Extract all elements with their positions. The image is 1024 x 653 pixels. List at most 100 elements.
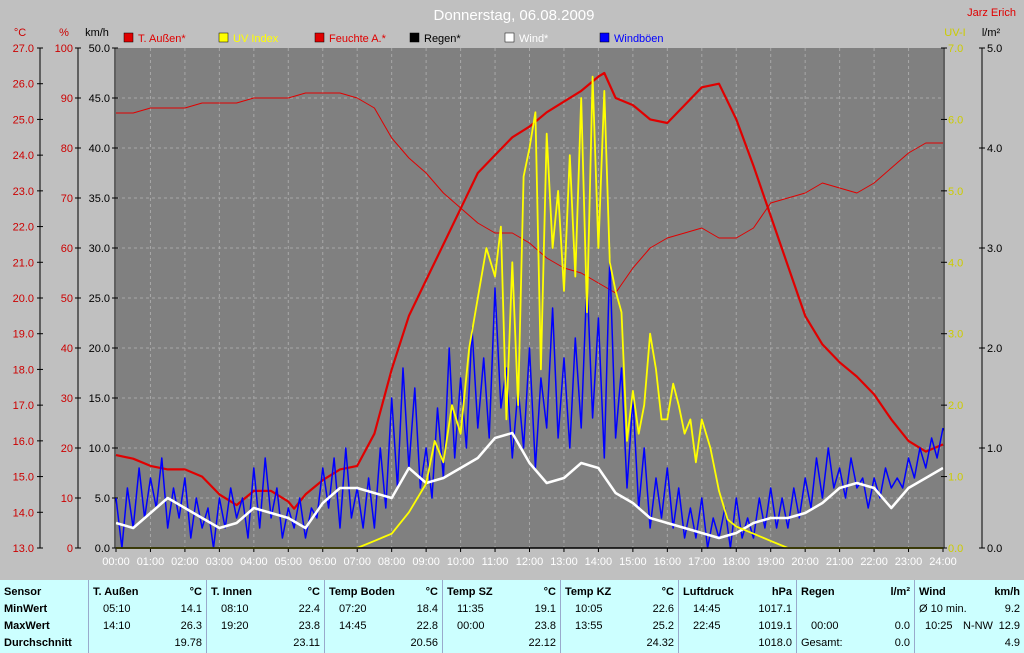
temperature-axis-tick-label: 20.0	[13, 293, 34, 305]
legend-swatch	[123, 32, 134, 43]
humidity-axis-tick-label: 100	[55, 43, 73, 55]
chart-author: Jarz Erich	[967, 7, 1016, 19]
stats-value: 22.8	[416, 620, 438, 632]
temperature-axis-tick-label: 19.0	[13, 329, 34, 341]
legend-label: Windböen	[614, 33, 664, 45]
legend-label: T. Außen*	[138, 33, 186, 45]
time-axis-tick-label: 20:00	[791, 556, 819, 568]
time-axis-tick-label: 19:00	[757, 556, 785, 568]
stats-value: 23.8	[298, 620, 320, 632]
chart-legend: T. Außen* UV Index Feuchte A.* Regen* Wind* W…	[123, 32, 664, 45]
stats-unit: °C	[189, 586, 202, 598]
stats-value: 20.56	[410, 637, 438, 649]
temperature-axis-tick-label: 21.0	[13, 257, 34, 269]
stats-value: 19.78	[174, 637, 202, 649]
stats-header: T. Außen	[93, 586, 139, 598]
wind-axis-tick-label: 35.0	[89, 193, 110, 205]
stats-value: 18.4	[416, 603, 438, 615]
stats-value: 0.0	[894, 620, 910, 632]
series-line	[116, 92, 943, 294]
temperature-axis-tick-label: 16.0	[13, 436, 34, 448]
stats-unit: °C	[307, 586, 320, 598]
stats-value: 1017.1	[758, 603, 792, 615]
stats-value: 9.2	[1004, 603, 1020, 615]
humidity-axis-tick-label: 70	[61, 193, 73, 205]
stats-time: 13:55	[575, 620, 603, 632]
time-axis-tick-label: 04:00	[240, 556, 268, 568]
stats-unit: km/h	[994, 586, 1020, 598]
stats-value: 22.4	[298, 603, 320, 615]
wind-axis: 0.0 5.0 10.0 15.0 20.0 25.0 30.0 35.0 40.0 45.0 50…	[85, 27, 118, 555]
humidity-axis-tick-label: 10	[61, 493, 73, 505]
temperature-axis-tick-label: 14.0	[13, 507, 34, 519]
series-line	[115, 431, 944, 540]
time-axis-tick-label: 00:00	[102, 556, 130, 568]
stats-time: 00:00	[457, 620, 485, 632]
series-line	[115, 257, 944, 549]
humidity-axis-tick-label: 60	[61, 243, 73, 255]
wind-axis-tick-label: 40.0	[89, 143, 110, 155]
uv-axis-tick-label: 6.0	[948, 114, 963, 126]
stats-time: 14:10	[103, 620, 131, 632]
stats-time: Gesamt:	[801, 637, 843, 649]
stats-time: 10:25	[925, 620, 953, 632]
stats-col-luftdruck: Luftdruck hPa 14:45 1017.1 22:45 1019.1 101…	[678, 580, 796, 653]
temperature-axis-tick-label: 23.0	[13, 186, 34, 198]
temperature-axis-tick-label: 17.0	[13, 400, 34, 412]
time-axis-tick-label: 23:00	[895, 556, 923, 568]
stats-time: 19:20	[221, 620, 249, 632]
chart-title: Donnerstag, 06.08.2009	[434, 7, 595, 24]
temperature-axis-tick-label: 24.0	[13, 150, 34, 162]
stats-time: 08:10	[221, 603, 249, 615]
stats-header: Regen	[801, 586, 835, 598]
stats-col-temp-sz: Temp SZ °C 11:35 19.1 00:00 23.8 22.12	[442, 580, 560, 653]
stats-unit: °C	[661, 586, 674, 598]
stats-value: 1019.1	[758, 620, 792, 632]
legend-label: UV Index	[233, 33, 279, 45]
humidity-axis-tick-label: 0	[67, 543, 73, 555]
stats-time: Ø 10 min.	[919, 603, 967, 615]
stats-unit: hPa	[771, 586, 792, 598]
time-axis-tick-label: 21:00	[826, 556, 854, 568]
legend-swatch	[409, 32, 420, 43]
humidity-axis: 0 10 20 30 40 50 60 70 80 90 100%	[55, 27, 81, 555]
wind-axis-tick-label: 0.0	[95, 543, 110, 555]
stats-time: 11:35	[457, 603, 484, 615]
temperature-axis-tick-label: 15.0	[13, 472, 34, 484]
stats-col-wind: Wind km/h Ø 10 min. 9.2 10:25 N-NW 12.9 4.9	[914, 580, 1024, 653]
time-axis-tick-label: 12:00	[516, 556, 544, 568]
stats-col-t-innen: T. Innen °C 08:10 22.4 19:20 23.8 23.11	[206, 580, 324, 653]
stats-value: 12.9	[998, 620, 1020, 632]
weather-chart: Donnerstag, 06.08.2009 Jarz Erich T. Auß…	[13, 7, 1016, 568]
uv-axis: 0.0 1.0 2.0 3.0 4.0 5.0 6.0 7.0 UV-I	[941, 27, 966, 555]
rain-axis-tick-label: 3.0	[987, 243, 1002, 255]
stats-value: 19.1	[534, 603, 556, 615]
wind-axis-tick-label: 25.0	[89, 293, 110, 305]
time-axis-tick-label: 13:00	[550, 556, 578, 568]
legend-label: Wind*	[519, 33, 549, 45]
temperature-axis-unit: °C	[14, 27, 26, 39]
stats-time: 10:05	[575, 603, 603, 615]
stats-header: Temp Boden	[329, 586, 395, 598]
time-axis-tick-label: 17:00	[688, 556, 716, 568]
temperature-axis-tick-label: 25.0	[13, 114, 34, 126]
stats-col-t-aussen: T. Außen °C 05:10 14.1 14:10 26.3 19.78	[88, 580, 206, 653]
temperature-axis-tick-label: 18.0	[13, 364, 34, 376]
stats-header: Temp KZ	[565, 586, 612, 598]
stats-value: 4.9	[1004, 637, 1020, 649]
humidity-axis-tick-label: 90	[61, 93, 73, 105]
humidity-axis-tick-label: 30	[61, 393, 73, 405]
time-axis-tick-label: 24:00	[929, 556, 957, 568]
wind-axis-tick-label: 15.0	[89, 393, 110, 405]
uv-axis-tick-label: 3.0	[948, 329, 963, 341]
stats-value: 22.6	[652, 603, 674, 615]
legend-swatch	[599, 32, 610, 43]
stats-row-label: Durchschnitt	[4, 637, 72, 649]
stats-header: Luftdruck	[683, 586, 734, 598]
legend-swatch	[504, 32, 515, 43]
stats-header: Sensor	[4, 586, 42, 598]
temperature-axis-tick-label: 22.0	[13, 222, 34, 234]
humidity-axis-tick-label: 40	[61, 343, 73, 355]
stats-header: Temp SZ	[447, 586, 493, 598]
time-axis-tick-label: 14:00	[585, 556, 613, 568]
